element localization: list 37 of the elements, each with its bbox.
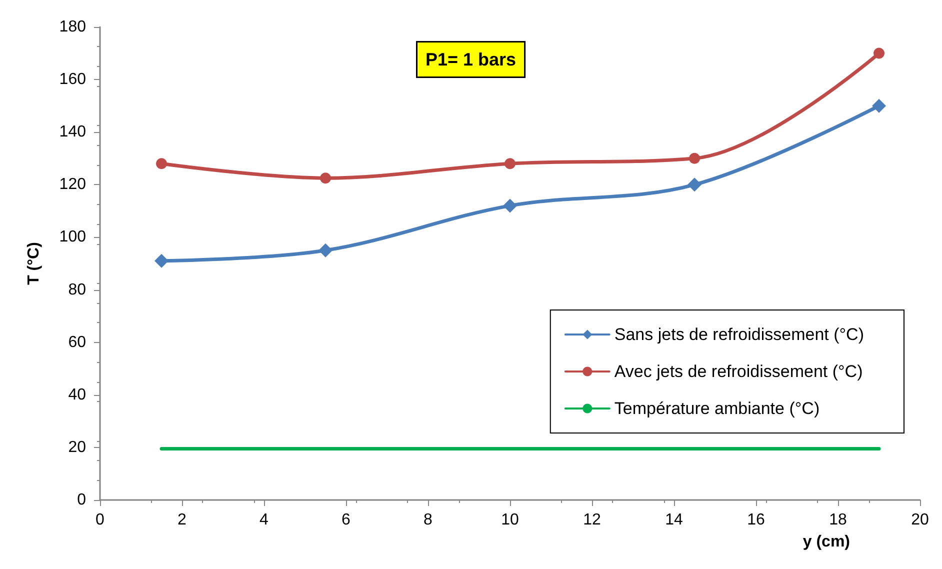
legend-label: Avec jets de refroidissement (°C) xyxy=(614,362,863,381)
y-tick-label: 20 xyxy=(68,438,86,456)
y-tick-label: 160 xyxy=(59,71,86,88)
y-axis-title: T (°C) xyxy=(26,242,42,285)
x-tick-label: 2 xyxy=(178,512,187,528)
x-tick-label: 20 xyxy=(911,512,929,528)
annotation: P1= 1 bars xyxy=(426,50,516,70)
y-tick-label: 60 xyxy=(68,334,86,351)
legend-label: Température ambiante (°C) xyxy=(614,399,820,418)
y-tick-label: 80 xyxy=(68,281,86,298)
x-tick-label: 8 xyxy=(424,512,433,528)
point xyxy=(503,198,517,213)
x-tick-label: 18 xyxy=(829,512,847,528)
point xyxy=(872,98,886,113)
x-tick-label: 6 xyxy=(342,512,351,528)
x-tick-label: 16 xyxy=(747,512,765,528)
point xyxy=(689,152,700,164)
y-tick-label: 120 xyxy=(59,176,86,194)
x-tick-label: 12 xyxy=(583,512,601,528)
point xyxy=(504,158,516,170)
point xyxy=(156,158,167,170)
point xyxy=(318,243,332,258)
y-tick-label: 140 xyxy=(59,124,86,141)
x-axis-title: y (cm) xyxy=(802,534,850,550)
x-tick-label: 14 xyxy=(665,512,683,528)
legend-label: Sans jets de refroidissement (°C) xyxy=(614,325,864,344)
point xyxy=(688,178,702,192)
y-tick-label: 180 xyxy=(59,18,86,36)
point xyxy=(320,172,331,184)
x-tick-label: 0 xyxy=(96,512,105,528)
point xyxy=(874,48,884,59)
point xyxy=(154,254,168,268)
y-tick-label: 0 xyxy=(77,492,86,508)
y-tick-label: 40 xyxy=(68,386,86,404)
y-tick-label: 100 xyxy=(59,228,86,246)
x-tick-label: 10 xyxy=(501,512,519,528)
x-tick-label: 4 xyxy=(260,512,269,528)
